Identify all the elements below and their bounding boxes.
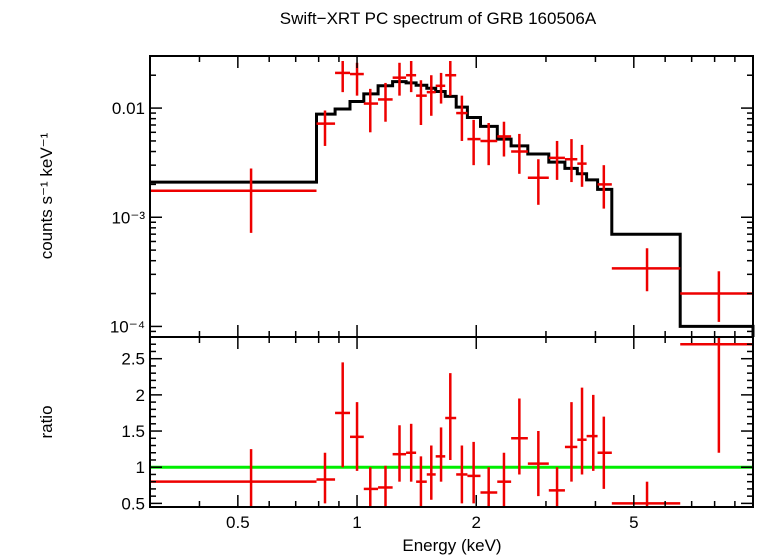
ratio-point-4 (363, 467, 379, 507)
spectrum-point-15 (497, 121, 512, 157)
ratio-point-19 (564, 402, 578, 482)
ratio-point-22 (597, 416, 612, 489)
spectrum-point-22 (611, 248, 681, 292)
spectrum-point-6 (392, 62, 407, 96)
spectrum-point-12 (456, 95, 468, 141)
ratio-point-2 (335, 362, 351, 468)
ratio-y-tick-label-1: 1 (136, 458, 145, 477)
ratio-point-13 (467, 441, 481, 504)
ratio-point-15 (497, 452, 512, 507)
ratio-point-3 (350, 402, 364, 471)
ratio-point-5 (378, 465, 393, 507)
spectrum-point-14 (480, 123, 498, 166)
spectrum-point-13 (467, 119, 481, 166)
spectrum-point-21 (597, 165, 612, 209)
spectrum-point-9 (426, 75, 436, 116)
spectrum-point-3 (350, 62, 364, 96)
spectrum-point-17 (527, 159, 549, 205)
spectrum-point-8 (416, 80, 427, 125)
spectrum-y-tick-label-0: 0.01 (112, 99, 145, 118)
x-tick-label-0: 0.5 (226, 513, 250, 532)
ratio-y-tick-label-4: 2.5 (121, 350, 145, 369)
spectrum-y-tick-label-1: 10⁻³ (111, 208, 145, 227)
spectrum-data-points (150, 60, 753, 322)
ratio-point-11 (445, 373, 457, 460)
spectrum-point-2 (335, 60, 351, 93)
spectrum-point-18 (548, 140, 565, 180)
ratio-point-0 (150, 449, 317, 507)
spectrum-point-5 (378, 82, 393, 122)
x-tick-label-1: 1 (352, 513, 361, 532)
spectrum-frame (149, 55, 754, 338)
model-step-curve (150, 80, 755, 337)
spectrum-point-20 (577, 144, 587, 187)
ratio-frame (149, 336, 754, 508)
ratio-point-23 (611, 481, 681, 507)
spectrum-panel: 0.01 10⁻³ 10⁻⁴ counts s⁻¹ keV⁻¹ (37, 55, 755, 338)
ratio-y-ticks: 0.5 1 1.5 2 2.5 (121, 343, 753, 513)
spectrum-point-19 (564, 139, 578, 183)
ratio-point-12 (456, 445, 468, 504)
ratio-point-20 (577, 387, 587, 475)
ratio-data-points (150, 337, 753, 507)
x-tick-label-3: 5 (629, 513, 638, 532)
spectrum-point-10 (435, 72, 446, 104)
ratio-point-8 (416, 456, 427, 507)
ratio-point-14 (480, 467, 498, 507)
spectrum-point-4 (363, 88, 379, 133)
ratio-point-10 (435, 427, 446, 482)
spectrum-point-0 (150, 168, 317, 233)
ratio-y-tick-label-3: 2 (136, 386, 145, 405)
ratio-point-17 (527, 431, 549, 497)
ratio-point-9 (426, 445, 436, 500)
ratio-point-16 (511, 398, 528, 475)
ratio-point-6 (392, 425, 407, 482)
spectrum-y-tick-label-2: 10⁻⁴ (110, 317, 145, 336)
spectrum-point-16 (511, 133, 528, 174)
model-curve-path (150, 80, 755, 337)
x-axis-label: Energy (keV) (402, 536, 501, 555)
x-tick-label-2: 2 (472, 513, 481, 532)
spectrum-point-7 (406, 60, 417, 93)
spectrum-x-ticks (149, 56, 754, 337)
spectrum-y-axis-label: counts s⁻¹ keV⁻¹ (37, 132, 56, 259)
ratio-point-7 (406, 423, 417, 482)
chart-title: Swift−XRT PC spectrum of GRB 160506A (280, 9, 597, 28)
ratio-y-axis-label: ratio (37, 405, 56, 438)
x-tick-labels: 0.5 1 2 5 (226, 513, 639, 532)
ratio-point-21 (586, 394, 598, 471)
ratio-point-18 (548, 467, 565, 507)
ratio-y-tick-label-0: 0.5 (121, 494, 145, 513)
ratio-point-24 (680, 337, 753, 453)
ratio-panel: 0.5 1 1.5 2 2.5 ratio (37, 336, 754, 513)
spectrum-point-23 (680, 271, 753, 322)
ratio-point-1 (316, 452, 336, 504)
ratio-y-tick-label-2: 1.5 (121, 422, 145, 441)
spectrum-point-11 (445, 60, 457, 96)
spectrum-point-1 (316, 110, 336, 146)
